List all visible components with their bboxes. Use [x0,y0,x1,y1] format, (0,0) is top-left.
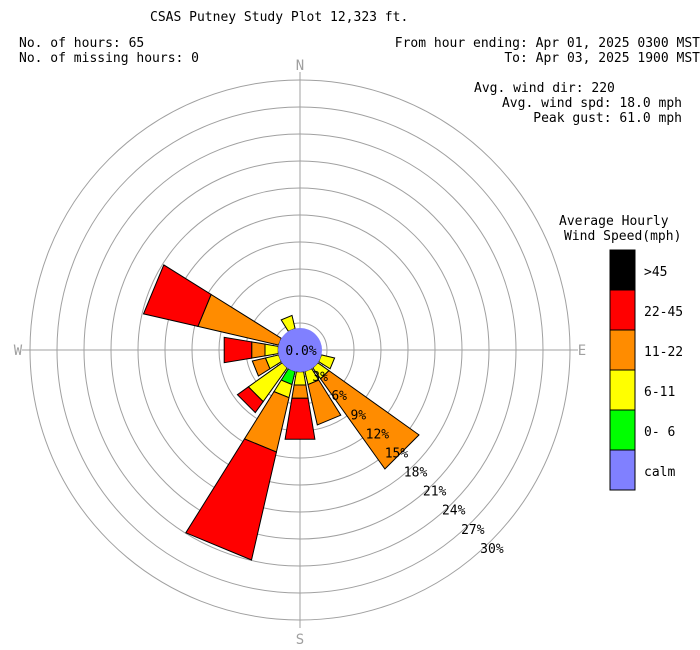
legend-title-line2: Wind Speed(mph) [564,229,682,244]
petal-segment [223,336,253,364]
legend-swatch [609,289,636,331]
petal-segment [284,397,316,440]
radial-tick-label: 21% [423,485,447,500]
petal-segment [251,357,271,377]
petal-segment [293,371,307,386]
petal-segment [142,264,212,327]
compass-south-label: S [296,632,304,648]
peak-gust: Peak gust: 61.0 mph [533,111,682,126]
missing-hours-count: No. of missing hours: 0 [19,51,200,66]
legend-label: 0- 6 [644,425,675,440]
compass-east-label: E [578,343,586,359]
legend-swatch [609,329,636,371]
avg-wind-direction: Avg. wind dir: 220 [474,81,615,96]
radial-tick-label: 24% [442,504,466,519]
avg-wind-speed: Avg. wind spd: 18.0 mph [501,96,682,111]
radial-tick-label: 18% [404,466,428,481]
legend-swatch [609,249,636,291]
legend-label: 6-11 [644,385,675,400]
legend-swatch [609,449,636,491]
period-to: To: Apr 03, 2025 1900 MST [504,51,700,66]
hours-count: No. of hours: 65 [19,36,145,51]
petal-segment [185,438,277,561]
legend-swatch [609,369,636,411]
radial-tick-label: 27% [461,523,485,538]
petal-segment [307,379,342,426]
legend-label: 22-45 [644,305,683,320]
petal-segment [264,343,279,357]
radial-tick-label: 30% [480,542,504,557]
calm-circle [278,328,322,372]
petal-segment [236,386,264,414]
calm-center: 0.0% [278,328,322,372]
petal-segment [197,293,282,346]
petal-segment [291,384,309,399]
calm-percent-label: 0.0% [285,344,316,359]
radial-tick-label: 12% [366,427,390,442]
legend-swatch [609,409,636,451]
compass-labels: N E S W [14,58,586,648]
legend-label: >45 [644,265,667,280]
petal-segment [319,369,420,470]
speed-legend: >45 22-45 11-22 6-11 0- 6 calm [609,249,683,491]
compass-north-label: N [296,58,304,74]
radial-tick-label: 3% [312,370,328,385]
radial-tick-label: 15% [385,446,409,461]
radial-tick-label: 9% [350,408,366,423]
radial-tick-label: 6% [331,389,347,404]
wind-petals [142,264,420,561]
legend-label: calm [644,465,675,480]
period-from: From hour ending: Apr 01, 2025 0300 MST [394,36,700,51]
compass-west-label: W [14,343,23,359]
legend-label: 11-22 [644,345,683,360]
petal-segment [251,341,266,359]
radial-tick-labels: 3%6%9%12% 15% 18% 21% 24% 27% 30% [312,370,504,557]
legend-title-line1: Average Hourly [559,214,669,229]
chart-title: CSAS Putney Study Plot 12,323 ft. [150,10,409,25]
